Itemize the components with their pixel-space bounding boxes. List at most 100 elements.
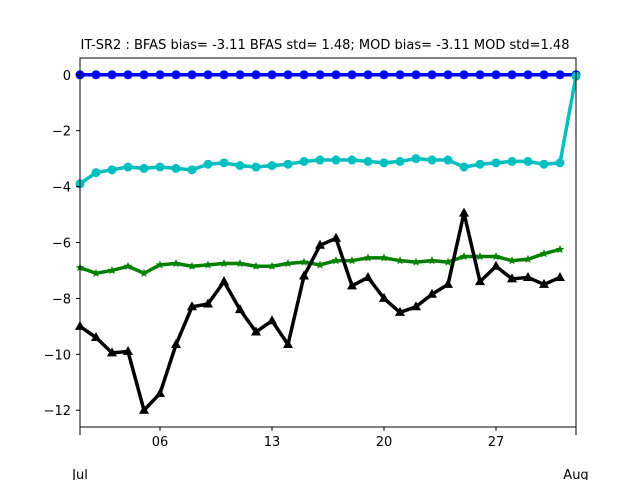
series-2-point (251, 162, 261, 172)
series-4-point (91, 332, 101, 342)
series-2-point (203, 159, 213, 169)
plot-area (75, 57, 581, 428)
series-4-point (363, 271, 373, 281)
x-tick-label: 20 (376, 435, 393, 450)
series-2-point (427, 155, 437, 165)
series-1-point (539, 70, 549, 80)
series-1-point (299, 70, 309, 80)
series-3-point (91, 268, 101, 277)
series-4-point (427, 288, 437, 298)
series-2-point (363, 156, 373, 166)
series-1-point (363, 70, 373, 80)
series-2-point (107, 165, 117, 175)
series-2-point (235, 161, 245, 171)
series-3-point (235, 258, 245, 268)
series-4-point (187, 301, 197, 311)
series-1-point (411, 70, 421, 80)
y-tick-label: −10 (44, 348, 71, 363)
series-3-point (539, 249, 549, 258)
series-4-point (443, 278, 453, 288)
series-3-point (507, 256, 517, 265)
series-1-point (107, 70, 117, 80)
series-4-point (283, 339, 293, 349)
series-3-point (283, 258, 293, 268)
series-4-point (251, 326, 261, 336)
x-tick-label: 13 (264, 435, 281, 450)
series-3-point (331, 256, 341, 265)
y-tick-label: −8 (52, 292, 71, 307)
y-tick-label: 0 (63, 69, 71, 84)
series-4-point (459, 207, 469, 217)
series-3-point (171, 258, 181, 268)
series-3-point (443, 257, 453, 266)
series-4-point (107, 347, 117, 357)
series-1-point (91, 70, 101, 80)
series-3-point (107, 265, 117, 275)
series-1-point (187, 70, 197, 80)
series-2-point (155, 162, 165, 172)
series-2-point (443, 155, 453, 165)
series-1-point (395, 70, 405, 80)
series-3-point (523, 254, 533, 263)
series-3-point (155, 260, 165, 269)
series-2-point (139, 163, 149, 173)
y-axis: 0 −2 −4 −6 −8 −10 −12 (44, 69, 80, 419)
series-2-point (331, 155, 341, 165)
series-2-point (395, 156, 405, 166)
y-tick-label: −6 (52, 237, 71, 252)
series-3-point (139, 268, 149, 277)
series-3-point (555, 244, 565, 254)
series-3-point (379, 253, 389, 262)
series-1-point (347, 70, 357, 80)
series-1-point (235, 70, 245, 80)
series-2-point (123, 162, 133, 172)
series-4-point (507, 273, 517, 283)
series-1-point (251, 70, 261, 80)
series-1-point (459, 70, 469, 80)
series-3-point (315, 260, 325, 269)
series-4-point (219, 276, 229, 286)
series-1-point (139, 70, 149, 80)
series-4-point (171, 339, 181, 349)
series-4-point (475, 276, 485, 286)
series-4-point (299, 270, 309, 280)
series-3-point (459, 251, 469, 261)
series-4-point (347, 280, 357, 290)
series-3-point (491, 251, 501, 261)
series-3-point (123, 261, 133, 270)
series-2-point (347, 155, 357, 165)
series-3-point (363, 253, 373, 262)
series-1-point (283, 70, 293, 80)
x-tick-label: 27 (488, 435, 505, 450)
series-3-point (395, 256, 405, 265)
series-2-point (555, 158, 565, 168)
marker-layer (75, 70, 581, 414)
y-tick-label: −4 (52, 181, 71, 196)
chart-title: IT-SR2 : BFAS bias= -3.11 BFAS std= 1.48… (81, 38, 570, 53)
series-2-point (219, 158, 229, 168)
series-4-point (203, 298, 213, 308)
series-3-point (251, 261, 261, 270)
series-1-point (331, 70, 341, 80)
series-3-point (427, 256, 437, 265)
series-2-point (283, 159, 293, 169)
series-2-point (91, 168, 101, 178)
series-1-point (123, 70, 133, 80)
series-3-point (347, 256, 357, 265)
series-3-point (203, 260, 213, 269)
series-2-point (267, 161, 277, 171)
series-1-point (523, 70, 533, 80)
series-2-point (475, 159, 485, 169)
series-4-point (523, 271, 533, 281)
series-4-point (123, 346, 133, 356)
series-4-point (539, 278, 549, 288)
y-tick-label: −2 (52, 125, 71, 140)
y-tick-label: −12 (44, 404, 71, 419)
series-4-point (491, 260, 501, 270)
series-3-point (187, 261, 197, 270)
series-3-point (411, 257, 421, 266)
series-4-point (315, 239, 325, 249)
series-1-point (491, 70, 501, 80)
series-4-point (395, 306, 405, 316)
